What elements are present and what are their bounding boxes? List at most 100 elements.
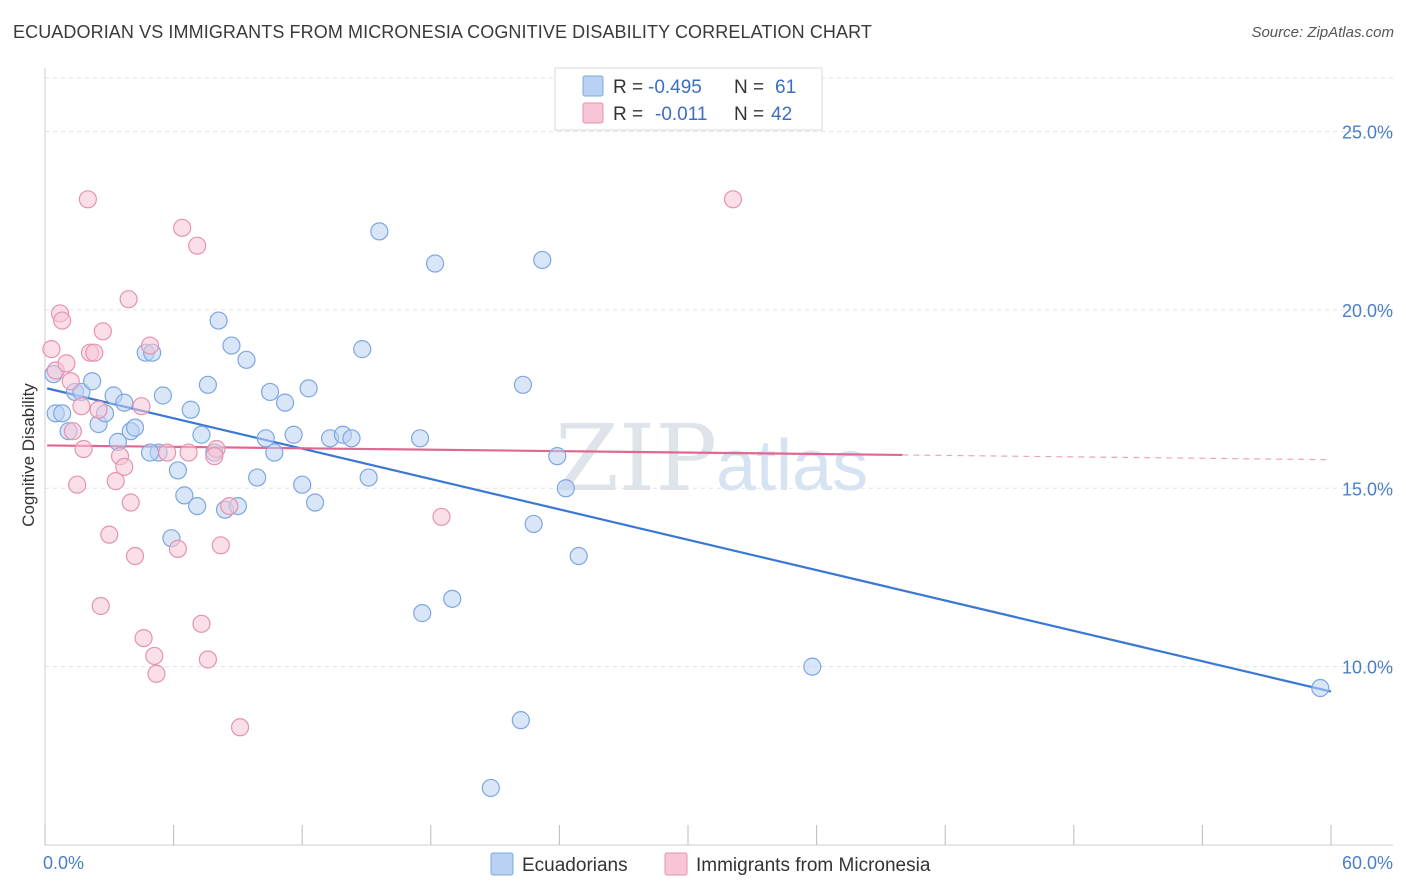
legend-n-value-2: 42 <box>771 104 792 125</box>
watermark-atlas: atlas <box>716 426 868 506</box>
point-ecuadorians <box>425 254 445 273</box>
point-micronesia <box>74 439 93 459</box>
point-ecuadorians <box>125 418 145 437</box>
trend-line-micronesia-extension <box>902 454 1332 461</box>
legend-r-value-2: -0.011 <box>655 104 707 125</box>
y-tick-label: 10.0% <box>1342 658 1393 678</box>
legend-bottom: Ecuadorians Immigrants from Micronesia <box>490 852 931 876</box>
point-ecuadorians <box>299 379 318 398</box>
point-ecuadorians <box>275 393 295 412</box>
point-micronesia <box>132 397 151 416</box>
point-micronesia <box>125 546 145 566</box>
point-ecuadorians <box>188 496 207 516</box>
legend-bottom-label-micronesia: Immigrants from Micronesia <box>696 855 931 876</box>
point-ecuadorians <box>370 222 389 241</box>
point-ecuadorians <box>533 250 552 270</box>
point-micronesia <box>140 336 160 355</box>
x-tick-label: 60.0% <box>1342 853 1393 873</box>
point-ecuadorians <box>443 589 462 608</box>
point-ecuadorians <box>305 493 325 512</box>
point-micronesia <box>211 536 230 555</box>
point-micronesia <box>145 646 164 666</box>
watermark: ZIP atlas <box>555 405 868 512</box>
point-micronesia <box>91 596 110 616</box>
legend-bottom-label-ecuadorians: Ecuadorians <box>522 855 628 876</box>
legend-n-label-2: N = <box>734 104 764 125</box>
point-ecuadorians <box>481 778 500 798</box>
point-ecuadorians <box>524 514 543 534</box>
point-micronesia <box>93 322 112 341</box>
point-ecuadorians <box>803 657 822 676</box>
point-ecuadorians <box>513 375 533 394</box>
point-micronesia <box>723 190 743 209</box>
grid <box>45 77 1393 668</box>
legend-bottom-swatch-micronesia <box>664 852 688 876</box>
point-micronesia <box>63 422 82 441</box>
point-ecuadorians <box>153 386 172 405</box>
point-ecuadorians <box>115 393 134 412</box>
point-ecuadorians <box>410 429 430 448</box>
data-points <box>42 190 1330 798</box>
point-ecuadorians <box>248 468 267 487</box>
x-tick-label: 0.0% <box>43 853 84 873</box>
point-micronesia <box>100 525 119 544</box>
point-micronesia <box>61 372 80 391</box>
legend-r-value-1: -0.495 <box>648 77 702 98</box>
point-ecuadorians <box>175 486 194 505</box>
legend-n-label-1: N = <box>734 77 764 98</box>
point-ecuadorians <box>53 404 72 423</box>
legend-swatch-ecuadorians <box>582 75 604 97</box>
point-ecuadorians <box>265 443 284 462</box>
point-micronesia <box>78 190 97 209</box>
point-micronesia <box>432 507 451 526</box>
x-tick-labels: 0.0% 60.0% <box>43 853 1393 873</box>
y-tick-label: 25.0% <box>1342 123 1393 143</box>
point-micronesia <box>53 311 72 330</box>
point-ecuadorians <box>256 429 275 448</box>
point-micronesia <box>168 539 187 559</box>
point-micronesia <box>179 443 198 462</box>
point-ecuadorians <box>293 475 312 494</box>
y-tick-labels: 10.0% 15.0% 20.0% 25.0% <box>1342 123 1393 678</box>
point-micronesia <box>121 493 140 512</box>
point-ecuadorians <box>83 372 102 391</box>
point-micronesia <box>42 340 61 359</box>
point-ecuadorians <box>511 711 530 730</box>
point-micronesia <box>205 447 224 466</box>
point-micronesia <box>158 443 177 462</box>
point-ecuadorians <box>198 375 217 394</box>
source-credit: Source: ZipAtlas.com <box>1251 24 1394 41</box>
point-micronesia <box>192 614 211 633</box>
point-micronesia <box>68 475 87 494</box>
legend-top: R = -0.495 N = 61 R = -0.011 N = 42 <box>554 67 823 131</box>
legend-bottom-swatch-ecuadorians <box>490 852 514 876</box>
point-ecuadorians <box>168 461 187 480</box>
point-ecuadorians <box>192 425 211 444</box>
point-micronesia <box>85 343 104 362</box>
legend-swatch-micronesia <box>582 102 604 124</box>
point-ecuadorians <box>413 604 432 623</box>
y-axis-title: Cognitive Disability <box>19 383 38 527</box>
point-micronesia <box>173 218 192 237</box>
legend-r-label-2: R = <box>613 104 643 125</box>
y-tick-label: 20.0% <box>1342 301 1393 321</box>
point-ecuadorians <box>359 468 378 487</box>
point-ecuadorians <box>342 429 361 448</box>
point-micronesia <box>57 354 76 373</box>
point-ecuadorians <box>284 425 303 444</box>
point-ecuadorians <box>140 443 160 462</box>
axes <box>44 68 1393 846</box>
point-ecuadorians <box>548 447 567 466</box>
point-ecuadorians <box>1311 678 1330 698</box>
point-ecuadorians <box>260 382 280 402</box>
point-ecuadorians <box>209 311 228 330</box>
point-micronesia <box>220 496 239 516</box>
point-ecuadorians <box>569 546 588 566</box>
point-micronesia <box>198 650 217 669</box>
point-micronesia <box>72 397 91 416</box>
point-ecuadorians <box>222 336 241 355</box>
point-micronesia <box>134 628 153 648</box>
point-ecuadorians <box>556 479 575 498</box>
point-micronesia <box>147 664 166 683</box>
point-ecuadorians <box>181 400 200 419</box>
